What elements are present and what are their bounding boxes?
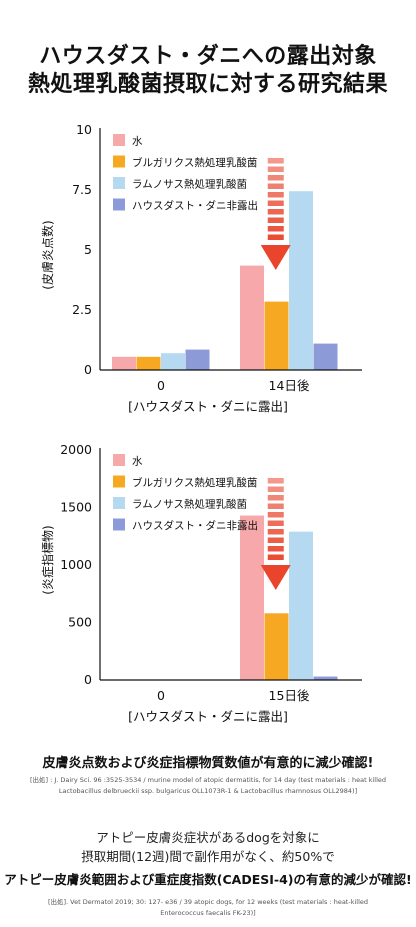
- bar: [313, 343, 338, 370]
- arrow-head: [260, 245, 291, 270]
- arrow-stripe: [267, 537, 284, 543]
- description-line-2: 摂取期間(12週)間で副作用がなく、約50%で: [81, 849, 335, 864]
- legend-label: 水: [132, 136, 143, 148]
- arrow-stripe: [267, 486, 284, 492]
- arrow-stripe: [267, 495, 284, 501]
- arrow-stripe: [267, 183, 284, 189]
- legend-swatch: [113, 155, 125, 168]
- y-tick-label: 1500: [60, 500, 92, 515]
- arrow-stripe: [267, 226, 284, 232]
- arrow-stripe: [267, 529, 284, 535]
- arrow-stripe: [267, 478, 284, 484]
- arrow-stripe: [267, 234, 284, 240]
- finding-headline-2: アトピー皮膚炎範囲および重症度指数(CADESI-4)の有意的減少が確認!: [4, 872, 412, 887]
- bar: [240, 265, 264, 370]
- y-tick-label: 10: [76, 122, 92, 137]
- decrease-arrow-icon: [260, 158, 291, 270]
- x-tick-label: 0: [157, 378, 165, 393]
- bar: [161, 353, 185, 370]
- arrow-head: [260, 565, 291, 590]
- x-ticks: 0 15日後: [157, 688, 310, 703]
- legend-label: ブルガリクス熱処理乳酸菌: [132, 476, 257, 489]
- legend-swatch: [113, 198, 125, 211]
- dermatitis-score-chart: (皮膚炎点数) 10 7.5 5 2.5 0 水ブルガリクス熱処理乳酸菌ラムノサス熱処理…: [40, 122, 362, 393]
- arrow-stripe: [267, 503, 284, 509]
- legend-label: ラムノサス熱処理乳酸菌: [132, 178, 247, 191]
- bar: [112, 356, 136, 370]
- bar: [264, 613, 289, 680]
- y-tick-label: 2000: [60, 442, 92, 457]
- y-axis-label: (炎症指標物): [40, 525, 55, 594]
- bar: [313, 676, 338, 680]
- description-line-1: アトピー皮膚炎症状があるdogを対象に: [96, 830, 320, 845]
- bars: [240, 515, 338, 680]
- y-tick-label: 5: [84, 242, 92, 257]
- y-ticks: 2000 1500 1000 500 0: [60, 442, 92, 687]
- legend-label: ハウスダスト・ダニ非露出: [132, 199, 258, 212]
- page-title-line2: 熱処理乳酸菌摂取に対する研究結果: [27, 72, 388, 97]
- arrow-stripe: [267, 512, 284, 518]
- legend-swatch: [113, 454, 125, 466]
- y-tick-label: 0: [84, 672, 92, 687]
- decrease-arrow-icon: [260, 478, 291, 590]
- legend-swatch: [113, 497, 125, 509]
- x-axis-title: [ハウスダスト・ダニに露出]: [128, 709, 288, 724]
- finding-headline-1: 皮膚炎点数および炎症指標物質数値が有意的に減少確認!: [42, 756, 374, 771]
- arrow-stripe: [267, 200, 284, 206]
- arrow-stripe: [267, 158, 284, 164]
- x-tick-label: 0: [157, 688, 165, 703]
- legend-swatch: [113, 518, 125, 531]
- source-citation-1: [出処] : J. Dairy Sci. 96 :3525-3534 / mur…: [29, 776, 387, 795]
- y-tick-label: 7.5: [72, 182, 92, 197]
- arrow-stripe: [267, 546, 284, 552]
- x-axis-title: [ハウスダスト・ダニに露出]: [128, 399, 288, 414]
- y-tick-label: 1000: [60, 557, 92, 572]
- arrow-stripe: [267, 520, 284, 526]
- arrow-stripe: [267, 166, 284, 172]
- arrow-stripe: [267, 192, 284, 198]
- legend-swatch: [113, 177, 125, 189]
- legend-label: ハウスダスト・ダニ非露出: [132, 519, 258, 532]
- legend-swatch: [113, 475, 125, 488]
- x-tick-label: 15日後: [269, 688, 310, 703]
- bar: [289, 531, 313, 680]
- bar: [185, 349, 210, 370]
- legend-label: 水: [132, 456, 143, 468]
- legend-swatch: [113, 134, 125, 146]
- bar: [289, 191, 313, 370]
- inflammation-marker-chart: (炎症指標物) 2000 1500 1000 500 0 水ブルガリクス熱処理乳酸菌ラム…: [40, 442, 362, 703]
- axes: [99, 448, 362, 681]
- bar: [264, 301, 289, 370]
- source-citation-2: [出処]. Vet Dermatol 2019; 30: 127- e36 / …: [47, 898, 369, 917]
- page-title-line1: ハウスダスト・ダニへの露出対象: [39, 44, 377, 69]
- arrow-stripe: [267, 554, 284, 560]
- arrow-stripe: [267, 217, 284, 223]
- arrow-stripe: [267, 209, 284, 215]
- y-tick-label: 2.5: [72, 302, 92, 317]
- y-tick-label: 0: [84, 362, 92, 377]
- legend-label: ブルガリクス熱処理乳酸菌: [132, 156, 257, 169]
- arrow-stripe: [267, 175, 284, 181]
- axes: [99, 128, 362, 371]
- bars: [112, 191, 338, 370]
- x-ticks: 0 14日後: [157, 378, 310, 393]
- y-tick-label: 500: [68, 615, 92, 630]
- x-tick-label: 14日後: [269, 378, 310, 393]
- y-axis-label: (皮膚炎点数): [40, 220, 55, 289]
- bar: [240, 515, 264, 680]
- legend-label: ラムノサス熱処理乳酸菌: [132, 498, 247, 511]
- y-ticks: 10 7.5 5 2.5 0: [72, 122, 92, 377]
- bar: [136, 356, 161, 370]
